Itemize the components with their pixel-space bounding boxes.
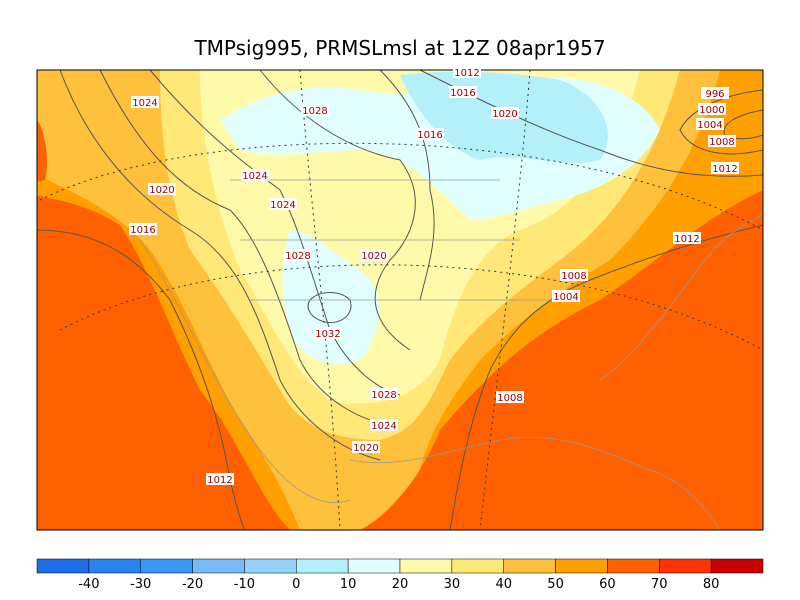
contour-label-bg — [269, 198, 297, 210]
colorbar-tick-label: -30 — [130, 577, 151, 592]
colorbar-box — [607, 558, 660, 574]
contour-label-bg — [698, 103, 726, 115]
colorbar-tick-label: -20 — [182, 577, 203, 592]
contour-label: 996 — [705, 89, 724, 100]
contour-label: 1016 — [450, 88, 475, 99]
contour-label-bg — [496, 391, 524, 403]
contour-label-bg — [148, 183, 176, 195]
contour-label-bg — [241, 169, 269, 181]
colorbar-tick-label: 50 — [547, 577, 564, 592]
contour-label: 1000 — [699, 105, 724, 116]
contour-label: 1032 — [315, 329, 340, 340]
contour-label: 1024 — [270, 200, 295, 211]
colorbar: -40 -30 -20 -10 0 10 20 30 40 50 60 70 80 — [36, 558, 764, 592]
contour-labels: 1024 1028 1012 1016 1020 1016 996 1000 1004 1008 1… — [129, 66, 739, 486]
contour-label-bg — [560, 269, 588, 281]
contour-label: 1012 — [207, 475, 232, 486]
contour-label-bg — [708, 135, 736, 147]
colorbar-box — [192, 558, 245, 574]
colorbar-tick-label: 80 — [703, 577, 720, 592]
colorbar-box — [296, 558, 349, 574]
contour-label-bg — [301, 104, 329, 116]
contour-label: 1028 — [371, 390, 396, 401]
contour-label-bg — [370, 419, 398, 431]
colorbar-box — [88, 558, 141, 574]
contour-label-bg — [701, 87, 729, 99]
colorbar-box — [140, 558, 193, 574]
colorbar-box — [710, 558, 764, 574]
contour-label-bg — [696, 118, 724, 130]
contour-label-bg — [449, 86, 477, 98]
contour-label-bg — [491, 107, 519, 119]
contour-label: 1008 — [561, 271, 586, 282]
contour-label-bg — [360, 249, 388, 261]
colorbar-tick-label: 40 — [495, 577, 512, 592]
colorbar-tick-label: -10 — [234, 577, 255, 592]
contour-label: 1004 — [553, 292, 578, 303]
contour-label-bg — [206, 473, 234, 485]
contour-label-bg — [314, 327, 342, 339]
contour-label-bg — [284, 249, 312, 261]
colorbar-box — [451, 558, 504, 574]
colorbar-box — [36, 558, 90, 574]
colorbar-tick-label: 0 — [292, 577, 300, 592]
title: TMPsig995, PRMSLmsl at 12Z 08apr1957 — [193, 36, 605, 60]
colorbar-tick-label: 10 — [340, 577, 357, 592]
contour-label: 1024 — [242, 171, 267, 182]
contour-label: 1024 — [371, 421, 396, 432]
colorbar-tick-label: 20 — [392, 577, 409, 592]
colorbar-box — [659, 558, 712, 574]
colorbar-tick-label: 60 — [599, 577, 616, 592]
contour-label-bg — [370, 388, 398, 400]
contour-label-bg — [352, 441, 380, 453]
colorbar-tick-label: -40 — [78, 577, 99, 592]
contour-label: 1028 — [285, 251, 310, 262]
contour-label: 1020 — [361, 251, 386, 262]
contour-label: 1024 — [132, 98, 157, 109]
contour-label: 1016 — [130, 225, 155, 236]
contour-label: 1008 — [709, 137, 734, 148]
contour-label-bg — [711, 162, 739, 174]
contour-label: 1008 — [497, 393, 522, 404]
contour-label: 1004 — [697, 120, 722, 131]
map — [36, 69, 764, 531]
contour-label-bg — [131, 96, 159, 108]
contour-label: 1020 — [492, 109, 517, 120]
colorbar-box — [555, 558, 608, 574]
contour-label-bg — [416, 128, 444, 140]
contour-label: 1020 — [149, 185, 174, 196]
contour-label: 1012 — [712, 164, 737, 175]
colorbar-box — [244, 558, 297, 574]
colorbar-box — [347, 558, 401, 574]
contour-label: 1016 — [417, 130, 442, 141]
contour-label: 1012 — [674, 234, 699, 245]
contour-label: 1028 — [302, 106, 327, 117]
map-frame — [36, 69, 764, 531]
colorbar-box — [503, 558, 556, 574]
colorbar-box — [399, 558, 453, 574]
contour-label: 1012 — [454, 68, 479, 79]
colorbar-tick-label: 70 — [651, 577, 668, 592]
contour-label-bg — [129, 223, 157, 235]
contour-label-bg — [552, 290, 580, 302]
colorbar-tick-label: 30 — [444, 577, 461, 592]
contour-label: 1020 — [353, 443, 378, 454]
contour-label-bg — [673, 232, 701, 244]
contour-label-bg — [453, 66, 481, 78]
